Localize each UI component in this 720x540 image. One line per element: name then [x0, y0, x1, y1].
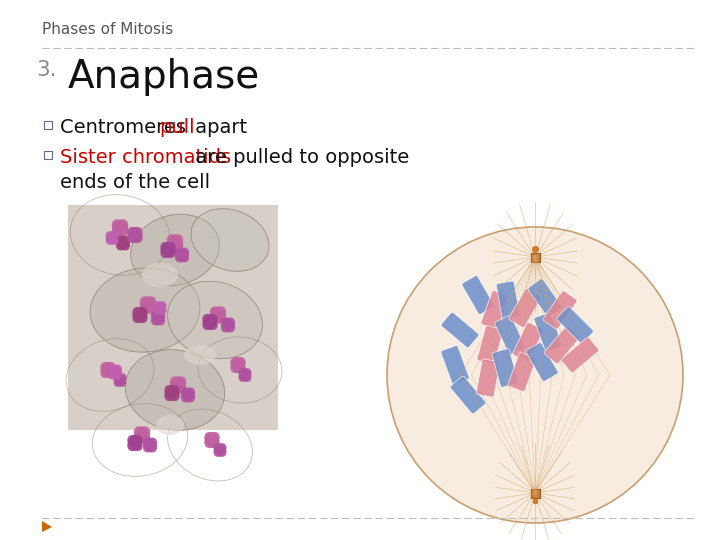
Ellipse shape: [140, 296, 156, 314]
Ellipse shape: [114, 373, 127, 387]
FancyBboxPatch shape: [450, 376, 486, 414]
Ellipse shape: [161, 242, 176, 258]
FancyBboxPatch shape: [561, 338, 599, 373]
Ellipse shape: [134, 426, 150, 444]
FancyBboxPatch shape: [495, 315, 525, 355]
Ellipse shape: [127, 435, 143, 451]
Ellipse shape: [108, 364, 122, 380]
Ellipse shape: [108, 364, 122, 380]
Bar: [68, 205, 278, 430]
Ellipse shape: [221, 318, 235, 333]
FancyBboxPatch shape: [513, 322, 543, 362]
Ellipse shape: [143, 437, 157, 453]
Text: 3.: 3.: [36, 60, 56, 80]
Ellipse shape: [127, 227, 143, 243]
Ellipse shape: [161, 242, 176, 258]
Bar: [531, 489, 539, 497]
Polygon shape: [42, 521, 52, 532]
Text: Anaphase: Anaphase: [68, 58, 260, 96]
Ellipse shape: [175, 247, 189, 262]
Ellipse shape: [184, 345, 216, 365]
Ellipse shape: [125, 350, 225, 430]
Ellipse shape: [230, 357, 246, 373]
Ellipse shape: [230, 357, 246, 373]
Bar: [44, 121, 52, 129]
Ellipse shape: [202, 314, 217, 330]
Ellipse shape: [156, 415, 184, 435]
Ellipse shape: [202, 314, 217, 330]
Ellipse shape: [127, 227, 143, 243]
Bar: [44, 151, 52, 159]
FancyBboxPatch shape: [477, 326, 503, 365]
Ellipse shape: [175, 247, 189, 262]
FancyBboxPatch shape: [492, 349, 518, 387]
Ellipse shape: [143, 437, 157, 453]
Ellipse shape: [181, 388, 195, 402]
Ellipse shape: [112, 219, 128, 237]
FancyBboxPatch shape: [441, 346, 469, 384]
Ellipse shape: [90, 268, 200, 352]
Ellipse shape: [151, 310, 165, 326]
FancyBboxPatch shape: [528, 279, 562, 317]
FancyBboxPatch shape: [526, 342, 558, 381]
Text: are pulled to opposite: are pulled to opposite: [189, 148, 410, 167]
Ellipse shape: [140, 296, 156, 314]
FancyBboxPatch shape: [481, 291, 509, 329]
Ellipse shape: [204, 432, 220, 448]
Ellipse shape: [153, 301, 166, 315]
Ellipse shape: [181, 388, 195, 402]
Ellipse shape: [106, 231, 119, 245]
FancyBboxPatch shape: [496, 281, 520, 319]
Ellipse shape: [114, 373, 127, 387]
Ellipse shape: [191, 208, 269, 271]
Ellipse shape: [100, 362, 116, 378]
Ellipse shape: [387, 227, 683, 523]
Ellipse shape: [112, 219, 128, 237]
FancyBboxPatch shape: [441, 312, 479, 348]
Ellipse shape: [127, 435, 143, 451]
Ellipse shape: [214, 443, 227, 457]
FancyBboxPatch shape: [543, 291, 577, 329]
Ellipse shape: [116, 235, 130, 251]
Ellipse shape: [134, 426, 150, 444]
FancyBboxPatch shape: [477, 359, 500, 397]
Ellipse shape: [167, 234, 184, 252]
Ellipse shape: [153, 301, 166, 315]
Text: pull: pull: [159, 118, 194, 137]
Ellipse shape: [168, 281, 262, 359]
FancyBboxPatch shape: [534, 313, 562, 352]
Ellipse shape: [132, 307, 148, 323]
Ellipse shape: [132, 307, 148, 323]
Text: apart: apart: [189, 118, 248, 137]
Ellipse shape: [164, 385, 180, 401]
FancyBboxPatch shape: [544, 326, 580, 364]
Ellipse shape: [210, 306, 226, 324]
Ellipse shape: [238, 368, 251, 382]
FancyBboxPatch shape: [509, 288, 541, 327]
Ellipse shape: [151, 310, 165, 326]
Ellipse shape: [204, 432, 220, 448]
Ellipse shape: [164, 385, 180, 401]
FancyBboxPatch shape: [508, 353, 536, 392]
Ellipse shape: [221, 318, 235, 333]
Bar: [531, 253, 539, 261]
FancyBboxPatch shape: [462, 275, 494, 314]
Ellipse shape: [170, 376, 186, 394]
Ellipse shape: [106, 231, 119, 245]
Ellipse shape: [116, 235, 130, 251]
Ellipse shape: [170, 376, 186, 394]
Ellipse shape: [142, 263, 178, 287]
FancyBboxPatch shape: [557, 307, 593, 343]
Ellipse shape: [238, 368, 251, 382]
Ellipse shape: [214, 443, 227, 457]
Text: Centromeres: Centromeres: [60, 118, 199, 137]
Ellipse shape: [100, 362, 116, 378]
Text: Phases of Mitosis: Phases of Mitosis: [42, 22, 174, 37]
Ellipse shape: [167, 234, 184, 252]
Ellipse shape: [130, 214, 220, 286]
Ellipse shape: [210, 306, 226, 324]
Text: ends of the cell: ends of the cell: [60, 173, 210, 192]
Text: Sister chromatids: Sister chromatids: [60, 148, 231, 167]
